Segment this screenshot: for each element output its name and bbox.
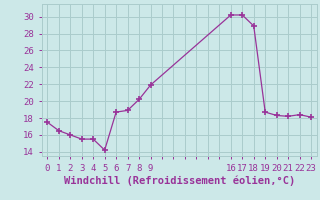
X-axis label: Windchill (Refroidissement éolien,°C): Windchill (Refroidissement éolien,°C) — [64, 175, 295, 186]
